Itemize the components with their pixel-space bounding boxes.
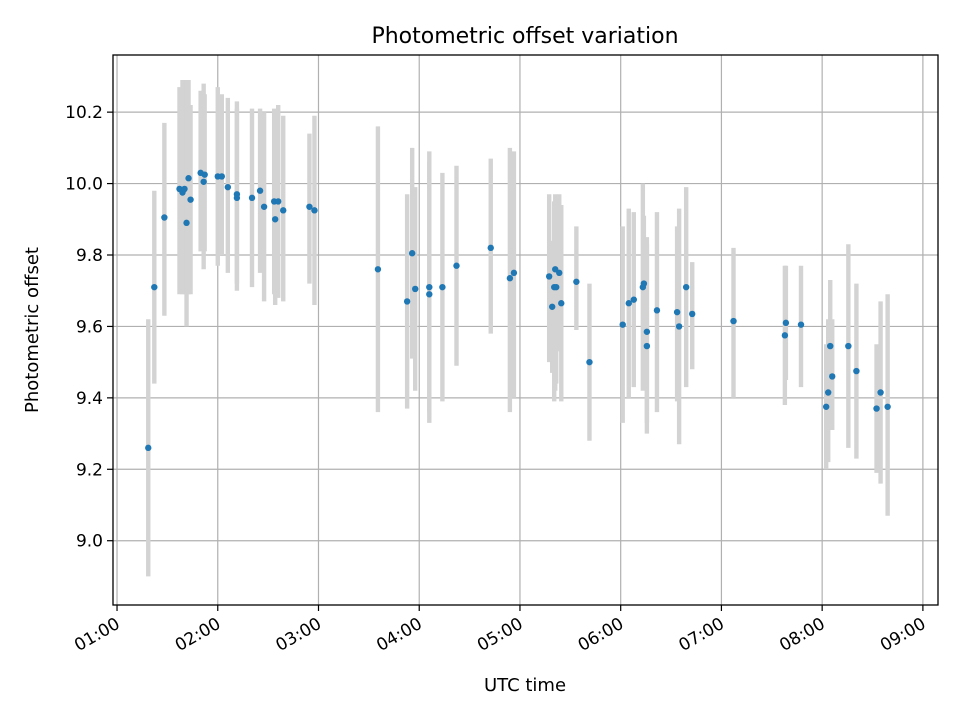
data-point <box>280 207 287 214</box>
data-point <box>586 358 593 366</box>
data-point <box>183 219 190 227</box>
y-tick-label: 9.2 <box>76 460 103 480</box>
data-point <box>619 321 626 328</box>
y-tick-label: 9.6 <box>76 317 103 337</box>
data-point <box>233 191 241 198</box>
data-point <box>884 403 891 410</box>
y-tick-label: 10.0 <box>65 175 103 195</box>
data-point <box>275 198 282 205</box>
data-point <box>643 328 651 335</box>
data-point <box>827 342 834 350</box>
y-tick-label: 9.4 <box>76 389 103 409</box>
data-point <box>187 196 194 203</box>
data-point <box>374 266 382 273</box>
data-point <box>185 175 192 182</box>
y-axis-label: Photometric offset <box>22 247 43 413</box>
data-points <box>145 169 891 452</box>
data-point <box>545 273 553 280</box>
data-point <box>510 269 518 277</box>
data-point <box>408 250 416 257</box>
data-point <box>558 300 565 307</box>
data-point <box>640 280 648 287</box>
y-tick-label: 9.0 <box>76 532 103 552</box>
data-point <box>630 296 637 303</box>
data-point <box>689 310 696 318</box>
data-point <box>782 319 790 327</box>
data-point <box>548 303 556 310</box>
data-point <box>825 389 832 396</box>
data-point <box>271 216 279 223</box>
data-point <box>260 203 268 210</box>
data-point <box>403 298 411 305</box>
data-point <box>306 203 313 210</box>
data-point <box>224 183 232 191</box>
data-point <box>873 405 880 412</box>
data-point <box>845 342 852 350</box>
y-tick-label: 9.8 <box>76 246 103 266</box>
data-point <box>487 244 494 252</box>
data-point <box>256 187 264 194</box>
data-point <box>181 185 188 193</box>
data-point <box>822 403 830 410</box>
data-point <box>653 307 661 314</box>
data-point <box>829 373 836 380</box>
y-axis-ticks: 9.0 9.2 9.4 9.6 9.8 10.0 10.2 <box>65 103 113 552</box>
data-point <box>145 444 152 452</box>
data-point <box>151 283 158 291</box>
data-point <box>797 321 805 328</box>
data-point <box>682 283 690 291</box>
data-point <box>506 275 514 282</box>
data-point <box>781 332 789 339</box>
data-point <box>439 283 446 291</box>
data-point <box>218 173 225 180</box>
data-point <box>161 214 168 221</box>
data-point <box>673 308 681 316</box>
data-point <box>643 342 651 350</box>
data-point <box>200 178 207 185</box>
data-point <box>201 171 208 178</box>
chart-title: Photometric offset variation <box>371 24 678 49</box>
data-point <box>877 389 884 396</box>
data-point <box>426 283 433 291</box>
data-point <box>730 317 737 325</box>
x-axis-label: UTC time <box>484 675 566 696</box>
plot-frame <box>112 54 939 606</box>
data-point <box>853 367 860 375</box>
data-point <box>248 194 256 202</box>
data-point <box>625 300 632 307</box>
data-point <box>411 285 419 293</box>
y-tick-label: 10.2 <box>65 103 103 123</box>
data-point <box>573 278 580 285</box>
data-point <box>675 323 683 330</box>
data-point <box>553 283 560 291</box>
data-point <box>311 207 318 214</box>
data-point <box>426 291 433 298</box>
data-point <box>556 269 563 277</box>
data-point <box>453 262 460 269</box>
